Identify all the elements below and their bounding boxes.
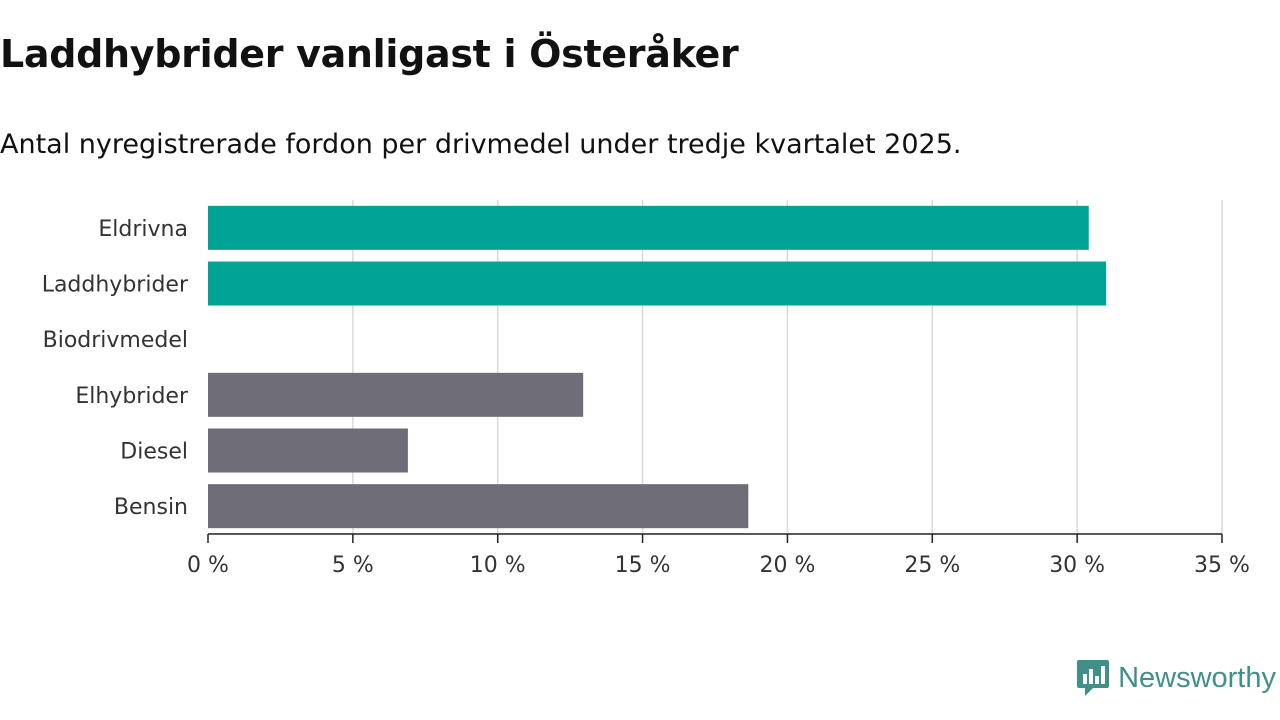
x-tick-label-10: 10 % [470, 553, 526, 578]
x-tick-label-5: 5 % [332, 553, 374, 578]
chart-title: Laddhybrider vanligast i Österåker [0, 32, 739, 76]
gridlines [352, 200, 1223, 534]
category-label-diesel: Diesel [120, 440, 188, 465]
x-tick-label-20: 20 % [759, 553, 815, 578]
x-tick-label-25: 25 % [904, 553, 960, 578]
category-label-laddhybrider: Laddhybrider [42, 273, 189, 298]
bar-laddhybrider[interactable] [208, 261, 1107, 306]
x-tick-label-35: 35 % [1194, 553, 1250, 578]
bar-eldrivna[interactable] [208, 205, 1089, 250]
category-labels: Eldrivna Laddhybrider Biodrivmedel Elhybrid… [42, 217, 189, 520]
category-label-bensin: Bensin [114, 495, 188, 520]
chart-subtitle: Antal nyregistrerade fordon per drivmede… [0, 129, 962, 160]
bars [208, 205, 1107, 529]
bar-elhybrider[interactable] [208, 372, 584, 417]
bar-chart: Eldrivna Laddhybrider Biodrivmedel Elhybrid… [42, 200, 1250, 578]
category-label-elhybrider: Elhybrider [75, 384, 189, 409]
x-axis: 0 % 5 % 10 % 15 % 20 % 25 % 30 % 35 % [187, 533, 1250, 578]
bar-diesel[interactable] [208, 428, 408, 473]
category-label-eldrivna: Eldrivna [98, 217, 188, 242]
x-tick-label-0: 0 % [187, 553, 229, 578]
x-tick-label-15: 15 % [615, 553, 671, 578]
bar-bensin[interactable] [208, 484, 749, 529]
brand-logo: Newsworthy [1076, 658, 1276, 698]
x-tick-label-30: 30 % [1049, 553, 1105, 578]
brand-name: Newsworthy [1118, 661, 1276, 694]
newsworthy-logo-icon [1077, 660, 1110, 696]
category-label-biodrivmedel: Biodrivmedel [43, 328, 188, 353]
